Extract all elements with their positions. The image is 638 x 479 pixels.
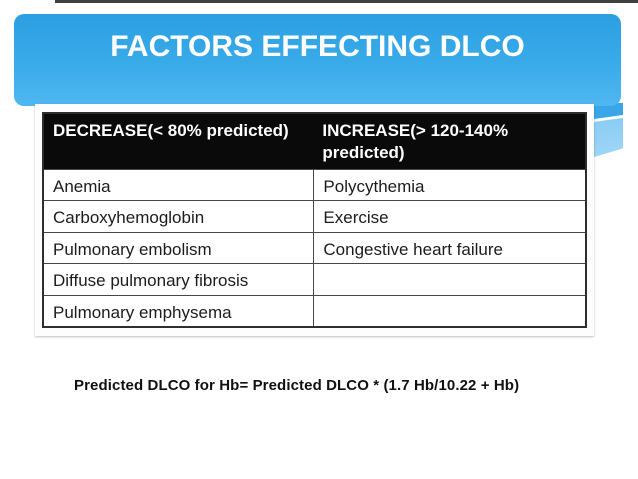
header-cell-decrease: DECREASE(< 80% predicted)	[53, 121, 289, 140]
cell-increase: Exercise	[313, 201, 585, 232]
cell-decrease: Pulmonary emphysema	[53, 302, 232, 322]
cell-increase	[313, 264, 585, 295]
cell-decrease: Diffuse pulmonary fibrosis	[53, 271, 249, 291]
cell-decrease: Carboxyhemoglobin	[53, 208, 205, 228]
cell-increase: Polycythemia	[313, 170, 585, 201]
cell-increase	[313, 295, 585, 327]
cell-decrease: Pulmonary embolism	[53, 239, 212, 259]
table-row: Pulmonary emphysema	[44, 294, 585, 327]
table-row: Diffuse pulmonary fibrosis	[44, 263, 585, 295]
table-header-row: DECREASE(< 80% predicted) INCREASE(> 120…	[44, 114, 585, 169]
top-border-line	[55, 0, 638, 3]
table-row: Anemia Polycythemia	[44, 169, 585, 201]
slide-title: FACTORS EFFECTING DLCO	[110, 30, 525, 63]
table-row: Pulmonary embolism Congestive heart fail…	[44, 231, 585, 264]
cell-increase: Congestive heart failure	[313, 232, 585, 264]
factors-table: DECREASE(< 80% predicted) INCREASE(> 120…	[42, 112, 587, 328]
factors-table-frame: DECREASE(< 80% predicted) INCREASE(> 120…	[35, 104, 594, 336]
title-banner: FACTORS EFFECTING DLCO	[14, 14, 621, 106]
table-row: Carboxyhemoglobin Exercise	[44, 200, 585, 232]
header-cell-increase: INCREASE(> 120-140% predicted)	[322, 121, 509, 163]
cell-decrease: Anemia	[53, 177, 111, 196]
dlco-hb-formula: Predicted DLCO for Hb= Predicted DLCO * …	[74, 377, 520, 394]
